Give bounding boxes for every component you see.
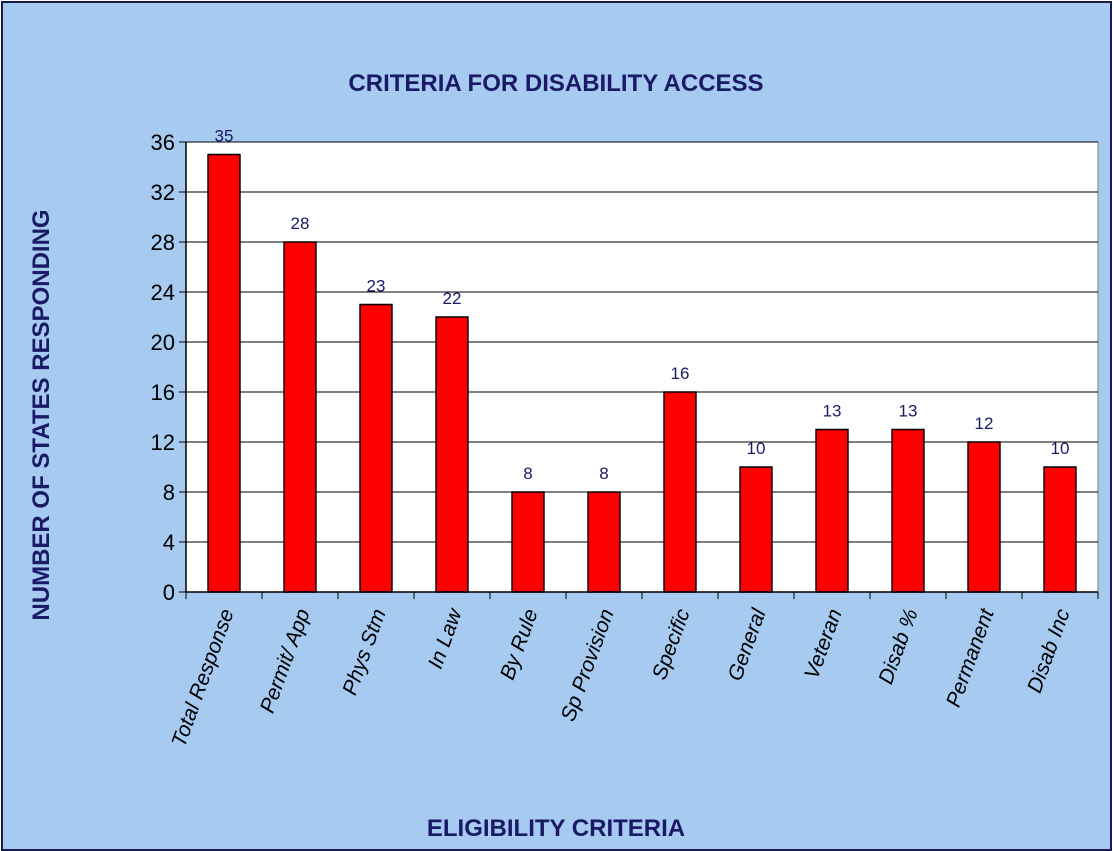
y-tick-label: 0 bbox=[163, 580, 175, 605]
data-label: 8 bbox=[599, 464, 608, 483]
y-tick-label: 8 bbox=[163, 480, 175, 505]
data-label: 12 bbox=[975, 414, 994, 433]
data-label: 22 bbox=[443, 289, 462, 308]
data-label: 16 bbox=[671, 364, 690, 383]
y-tick-label: 20 bbox=[151, 330, 175, 355]
y-tick-label: 24 bbox=[151, 280, 175, 305]
x-tick-label: Permanent bbox=[942, 605, 999, 710]
bar bbox=[283, 241, 317, 593]
x-tick-label: Phys Stm bbox=[338, 606, 390, 698]
data-label: 10 bbox=[1051, 439, 1070, 458]
data-label: 28 bbox=[291, 214, 310, 233]
data-label: 35 bbox=[215, 127, 234, 146]
bar bbox=[207, 153, 241, 593]
y-tick-label: 36 bbox=[151, 130, 175, 155]
bar bbox=[815, 428, 849, 593]
bar bbox=[435, 316, 469, 593]
x-tick-label: Total Response bbox=[167, 606, 238, 750]
bar bbox=[967, 441, 1001, 593]
chart-title: CRITERIA FOR DISABILITY ACCESS bbox=[348, 70, 763, 97]
chart: CRITERIA FOR DISABILITY ACCESS NUMBER OF… bbox=[28, 70, 1099, 842]
bar bbox=[891, 428, 925, 593]
bar bbox=[663, 391, 697, 593]
x-tick-label: By Rule bbox=[496, 606, 543, 683]
y-tick-label: 16 bbox=[151, 380, 175, 405]
x-tick-label: Permit/ App bbox=[256, 606, 315, 716]
bar bbox=[359, 303, 393, 593]
x-tick-label: In Law bbox=[424, 604, 467, 672]
y-axis-label: NUMBER OF STATES RESPONDING bbox=[28, 209, 55, 620]
y-tick-label: 4 bbox=[163, 530, 175, 555]
y-tick-label: 32 bbox=[151, 180, 175, 205]
x-tick-label: Disab % bbox=[874, 606, 922, 687]
data-label: 13 bbox=[899, 402, 918, 421]
x-axis-label: ELIGIBILITY CRITERIA bbox=[427, 815, 685, 842]
gridlines bbox=[186, 141, 1098, 543]
x-tick-label: Disab Inc bbox=[1023, 605, 1075, 696]
bar bbox=[587, 491, 621, 593]
y-tick-label: 12 bbox=[151, 430, 175, 455]
data-label: 23 bbox=[367, 277, 386, 296]
bar bbox=[739, 466, 773, 593]
x-tick-label: General bbox=[724, 605, 772, 684]
data-label: 10 bbox=[747, 439, 766, 458]
bar bbox=[511, 491, 545, 593]
plot-area bbox=[185, 141, 1099, 593]
bars: 35 28 23 22 8 8 16 10 13 13 12 10 bbox=[207, 127, 1077, 593]
x-tick-label: Specific bbox=[648, 605, 695, 682]
x-tick-label: Veteran bbox=[800, 606, 847, 682]
bar bbox=[1043, 466, 1077, 593]
data-label: 13 bbox=[823, 402, 842, 421]
x-tick-label: Sp Provision bbox=[557, 606, 619, 725]
data-label: 8 bbox=[523, 464, 532, 483]
y-tick-label: 28 bbox=[151, 230, 175, 255]
